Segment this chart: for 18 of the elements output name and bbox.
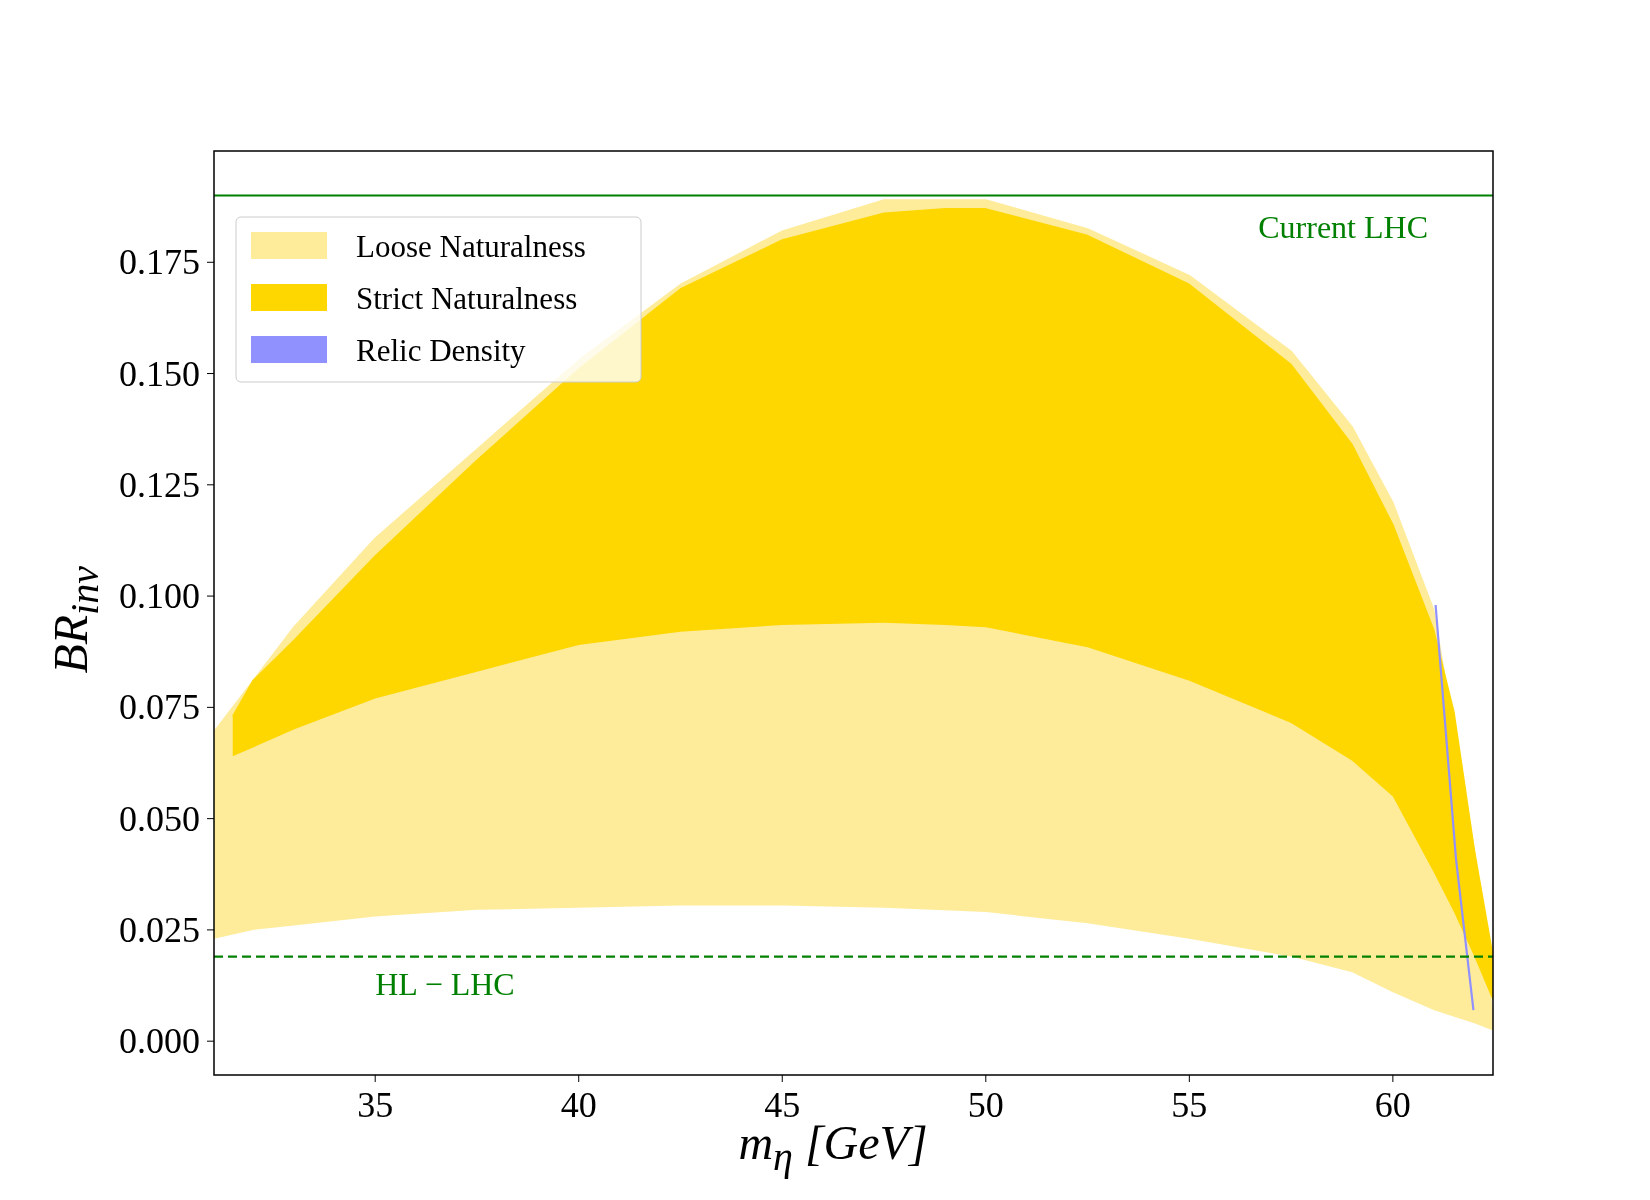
x-tick-label: 55: [1171, 1085, 1208, 1125]
x-tick-label: 50: [967, 1085, 1004, 1125]
y-tick-label: 0.025: [119, 909, 200, 950]
y-tick-label: 0.125: [119, 464, 200, 505]
legend-label: Strict Naturalness: [356, 281, 578, 316]
y-tick-label: 0.050: [119, 798, 200, 839]
legend-label: Loose Naturalness: [356, 229, 586, 264]
y-tick-label: 0.075: [119, 687, 200, 728]
y-tick-label: 0.000: [119, 1021, 200, 1062]
y-tick-label: 0.150: [119, 353, 200, 394]
x-tick-label: 35: [357, 1085, 394, 1125]
ref-line-label: HL − LHC: [375, 965, 515, 1002]
ref-line-label: Current LHC: [1258, 208, 1428, 245]
legend-label: Relic Density: [356, 333, 527, 368]
x-tick-label: 60: [1374, 1085, 1411, 1125]
x-tick-label: 40: [560, 1085, 597, 1125]
y-tick-label: 0.175: [119, 242, 200, 283]
y-tick-label: 0.100: [119, 576, 200, 617]
